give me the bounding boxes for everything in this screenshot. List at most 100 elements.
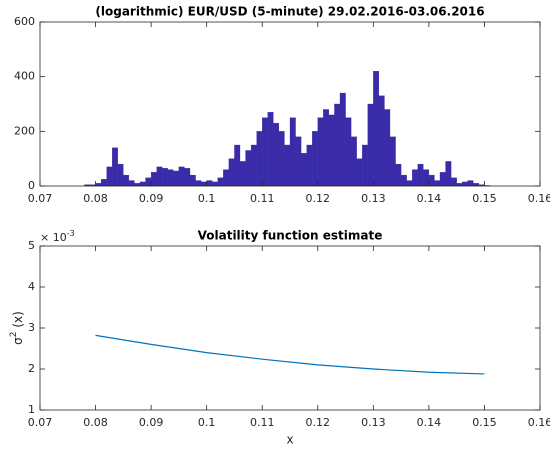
- histogram-bar: [439, 172, 446, 187]
- histogram-bar: [167, 169, 174, 187]
- x-tick-label: 0.1: [198, 192, 216, 205]
- histogram-bar: [239, 161, 246, 187]
- plot-title: (logarithmic) EUR/USD (5-minute) 29.02.2…: [95, 5, 484, 19]
- x-tick-label: 0.07: [28, 416, 53, 429]
- y-tick-label: 1: [28, 403, 35, 416]
- histogram-bar: [262, 117, 268, 187]
- histogram-bar: [306, 144, 313, 187]
- y-axis-label-tail: (x): [11, 311, 25, 331]
- histogram-bar: [206, 180, 213, 187]
- histogram-bar: [384, 109, 391, 187]
- histogram-bar: [134, 183, 141, 187]
- histogram-bar: [123, 174, 130, 187]
- histogram-bar: [378, 95, 385, 187]
- x-tick-label: 0.14: [417, 416, 442, 429]
- histogram-bar: [150, 172, 157, 187]
- y-tick-label: 5: [28, 239, 35, 252]
- histogram-bar: [106, 166, 113, 187]
- histogram-bar: [462, 181, 468, 187]
- x-tick-label: 0.15: [472, 192, 497, 205]
- x-tick-label: 0.1: [198, 416, 216, 429]
- y-axis-label-symbol: σ: [11, 337, 25, 345]
- histogram-bar: [362, 144, 368, 187]
- histogram-bar: [212, 181, 218, 187]
- histogram-bar: [356, 158, 363, 187]
- plot-title: Volatility function estimate: [198, 229, 383, 243]
- histogram-bar: [312, 131, 318, 187]
- histogram-bar: [128, 180, 135, 187]
- histogram-bar: [334, 103, 341, 187]
- histogram-bar: [195, 180, 202, 187]
- x-tick-label: 0.14: [417, 192, 442, 205]
- histogram-bar: [217, 177, 224, 187]
- histogram-bar: [156, 166, 163, 187]
- y-axis-label: σ2 (x): [9, 311, 25, 345]
- histogram-bar: [395, 163, 402, 187]
- histogram-bar: [323, 109, 330, 187]
- histogram-bar: [473, 183, 480, 187]
- histogram-bar: [95, 183, 102, 187]
- x-tick-label: 0.07: [28, 192, 53, 205]
- histogram-bar: [245, 150, 252, 187]
- x-tick-label: 0.11: [250, 192, 275, 205]
- x-tick-label: 0.08: [83, 416, 108, 429]
- histogram-bar: [145, 177, 152, 187]
- y-tick-label: 3: [28, 321, 35, 334]
- histogram-bar: [317, 117, 324, 187]
- y-scale-label: × 10-3: [40, 229, 75, 245]
- histogram-bar: [373, 71, 380, 187]
- histogram-bar: [178, 166, 185, 187]
- histogram-bar: [456, 183, 463, 187]
- x-axis-label: x: [286, 433, 293, 447]
- histogram-bar: [200, 181, 207, 187]
- histogram-bar: [400, 174, 407, 187]
- x-tick-label: 0.08: [83, 192, 108, 205]
- histogram-bar: [339, 92, 346, 187]
- histogram-bar: [412, 169, 418, 187]
- histogram-bar: [100, 179, 107, 187]
- y-tick-label: 2: [28, 362, 35, 375]
- histogram-bar: [417, 163, 424, 187]
- histogram-bar: [173, 170, 180, 187]
- histogram-bar: [256, 131, 263, 187]
- y-tick-label: 0: [28, 179, 35, 192]
- histogram-bar: [345, 117, 352, 187]
- line-series: [95, 334, 485, 375]
- histogram-bar: [428, 174, 435, 187]
- histogram-bar: [278, 131, 285, 187]
- histogram-bar: [406, 180, 413, 187]
- histogram-bar: [328, 114, 335, 187]
- histogram-bar: [228, 158, 235, 187]
- y-scale-exponent: -3: [67, 229, 75, 238]
- histogram-bar: [273, 122, 280, 187]
- histogram-bar: [450, 177, 457, 187]
- histogram-bar: [284, 144, 291, 187]
- y-tick-label: 4: [28, 280, 35, 293]
- histogram-bar: [289, 117, 296, 187]
- histogram-bar: [234, 144, 241, 187]
- y-tick-label: 200: [14, 124, 35, 137]
- histogram-bar: [112, 147, 118, 187]
- histogram-bar: [350, 136, 357, 187]
- x-tick-label: 0.13: [361, 192, 386, 205]
- histogram-bar: [389, 136, 396, 187]
- histogram-bar: [445, 161, 452, 187]
- x-tick-label: 0.16: [528, 192, 550, 205]
- histogram-bar: [434, 180, 441, 187]
- histogram-bar: [300, 153, 307, 187]
- histogram-bar: [267, 112, 274, 187]
- x-tick-label: 0.15: [472, 416, 497, 429]
- histogram-bar: [117, 163, 124, 187]
- histogram-bar: [295, 136, 302, 187]
- histogram-bar: [250, 144, 257, 187]
- y-scale-base: × 10: [40, 231, 67, 244]
- y-tick-label: 400: [14, 70, 35, 83]
- x-tick-label: 0.11: [250, 416, 275, 429]
- x-tick-label: 0.09: [139, 416, 164, 429]
- x-tick-label: 0.12: [306, 416, 331, 429]
- histogram-bar: [467, 180, 474, 187]
- histogram-bar: [184, 168, 191, 187]
- x-tick-label: 0.16: [528, 416, 550, 429]
- histogram-bar: [189, 174, 196, 187]
